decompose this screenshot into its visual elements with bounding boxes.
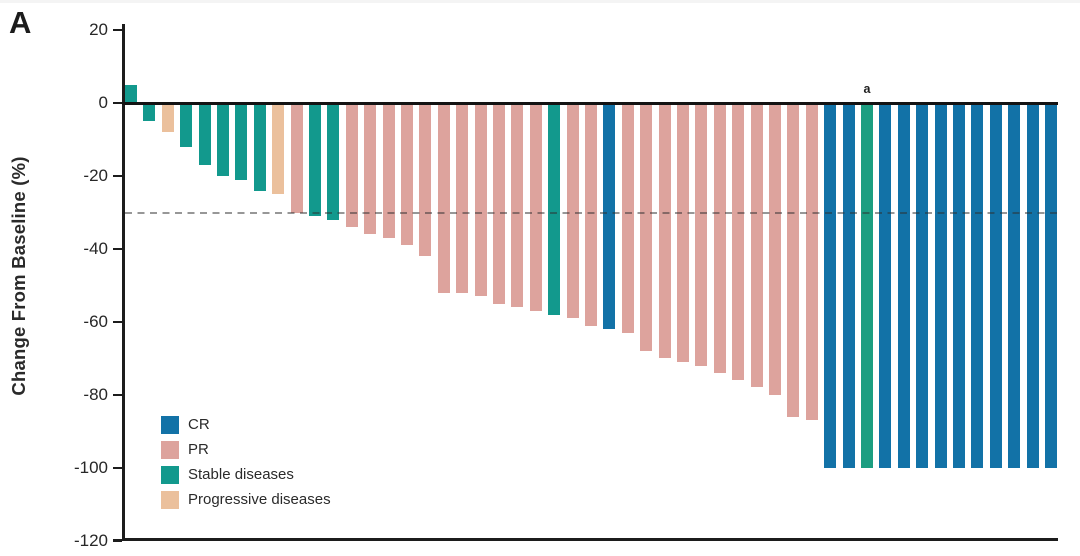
y-axis-tick-label: -120 <box>73 530 108 550</box>
y-axis-tick-label: -20 <box>83 166 108 186</box>
y-axis-tick-label: -60 <box>83 311 108 331</box>
patient-bar <box>824 103 837 468</box>
patient-bar <box>511 103 524 308</box>
patient-bar <box>493 103 505 304</box>
patient-bar <box>253 103 266 191</box>
legend-row: PR <box>161 441 331 459</box>
legend-row: Progressive diseases <box>161 491 331 509</box>
patient-bar <box>419 103 432 257</box>
y-axis-tick-mark <box>113 466 122 469</box>
patient-bar <box>198 103 211 166</box>
legend: CR PR Stable diseases Progressive diseases <box>161 416 331 509</box>
patient-bar <box>934 103 947 468</box>
patient-bar <box>695 103 708 366</box>
patient-bar <box>971 103 984 468</box>
patient-bar <box>1026 103 1039 468</box>
patient-bar <box>217 103 229 177</box>
patient-bar <box>327 103 340 220</box>
patient-bar <box>769 103 781 395</box>
y-axis-title: Change From Baseline (%) <box>8 156 29 396</box>
legend-color-swatch <box>161 466 179 484</box>
x-axis-bottom-line <box>122 538 1058 541</box>
y-axis-tick-mark <box>113 174 122 178</box>
patient-bar <box>658 103 671 359</box>
patient-bar <box>180 103 193 147</box>
zero-baseline-line <box>122 101 1058 105</box>
patient-bar <box>401 103 413 246</box>
legend-color-swatch <box>161 416 179 434</box>
patient-bar <box>621 103 634 333</box>
y-axis-tick-mark <box>113 102 122 105</box>
y-axis-tick-mark <box>113 247 122 251</box>
patient-bar-flagged <box>861 103 873 468</box>
patient-bar <box>603 103 616 330</box>
y-axis-tick-label: -40 <box>83 239 108 258</box>
legend-label: CR <box>188 416 210 433</box>
y-axis-tick-mark <box>113 539 122 542</box>
legend-row: CR <box>161 416 331 434</box>
patient-bar <box>640 103 653 352</box>
patient-bar <box>566 103 579 319</box>
y-axis-tick-mark <box>113 393 122 396</box>
legend-label: Stable diseases <box>188 466 294 483</box>
panel-label: A <box>9 5 32 40</box>
y-axis-tick-label: 0 <box>98 93 108 113</box>
patient-bar <box>732 103 745 381</box>
patient-bar <box>345 103 358 228</box>
patient-bar <box>916 103 929 468</box>
patient-bar <box>842 103 855 468</box>
patient-bar <box>529 103 542 311</box>
patient-bar <box>125 84 137 104</box>
patient-bar <box>713 103 726 373</box>
y-axis-tick-label: -80 <box>83 384 108 404</box>
patient-bar <box>677 103 689 362</box>
patient-bar <box>548 103 561 315</box>
patient-bar <box>143 103 156 122</box>
patient-bar <box>879 103 892 468</box>
patient-bar <box>585 103 597 326</box>
patient-bar <box>364 103 377 235</box>
y-axis-line <box>122 24 125 540</box>
patient-bar <box>456 103 469 293</box>
y-axis-tick-label: -100 <box>73 457 108 477</box>
legend-label: PR <box>188 441 209 458</box>
y-axis-tick-label: 20 <box>89 20 108 40</box>
patient-bar <box>750 103 763 388</box>
patient-bar <box>1008 103 1021 468</box>
patient-bar <box>437 103 450 293</box>
patient-bar <box>235 103 248 180</box>
patient-bar <box>989 103 1002 468</box>
y-axis-tick-mark <box>113 29 122 32</box>
legend-row: Stable diseases <box>161 466 331 484</box>
patient-bar <box>290 103 303 213</box>
patient-bar <box>382 103 395 239</box>
legend-label: Progressive diseases <box>188 491 331 508</box>
patient-bar <box>787 103 800 417</box>
patient-bar <box>953 103 965 468</box>
patient-bar <box>1045 103 1057 468</box>
minus-30-dashed-reference-line <box>125 211 1058 214</box>
patient-bar <box>272 103 285 195</box>
legend-color-swatch <box>161 441 179 459</box>
legend-color-swatch <box>161 491 179 509</box>
patient-bar <box>474 103 487 297</box>
patient-bar <box>805 103 818 421</box>
footnote-a-annotation: a <box>863 82 871 97</box>
patient-bar <box>897 103 910 468</box>
y-axis-tick-mark <box>113 320 122 324</box>
patient-bar <box>161 103 174 133</box>
patient-bar <box>309 103 321 217</box>
